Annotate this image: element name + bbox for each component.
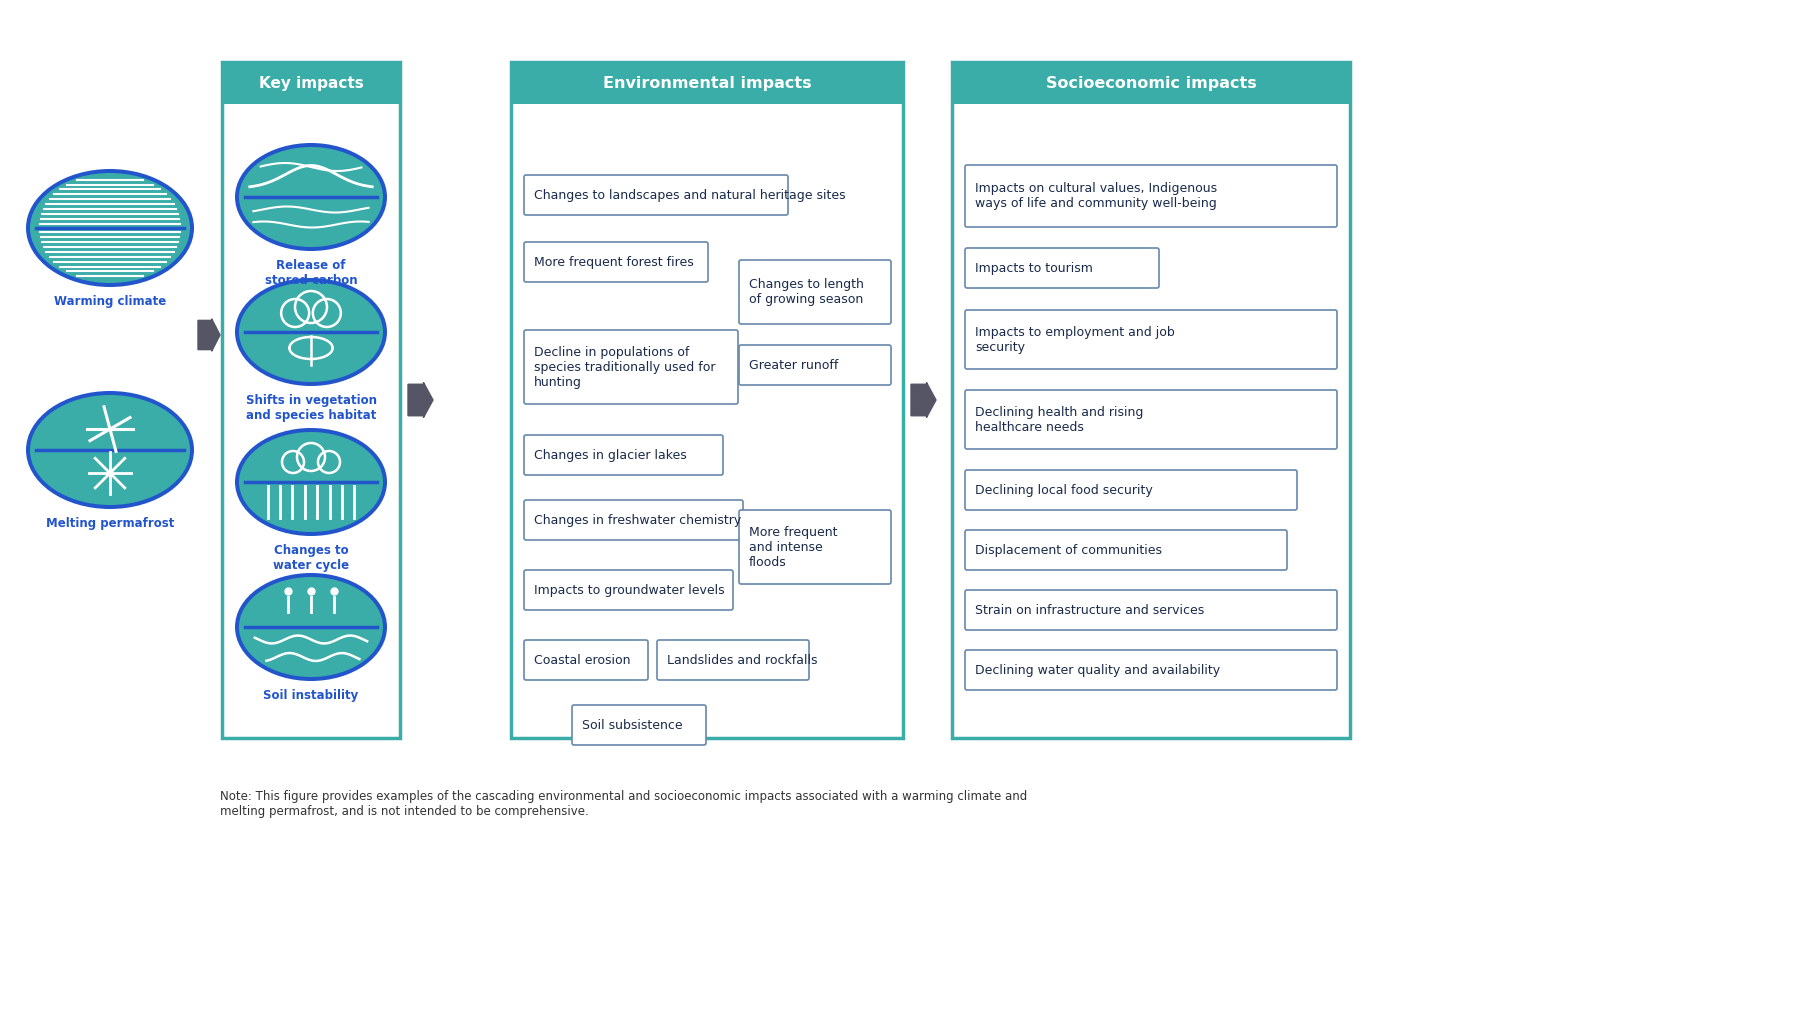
FancyBboxPatch shape (965, 530, 1287, 570)
Text: Soil instability: Soil instability (263, 689, 358, 702)
Text: Declining water quality and availability: Declining water quality and availability (976, 664, 1220, 677)
Text: Decline in populations of
species traditionally used for
hunting: Decline in populations of species tradit… (535, 345, 716, 389)
Bar (221, 62, 400, 104)
FancyBboxPatch shape (657, 640, 808, 680)
Text: Environmental impacts: Environmental impacts (603, 76, 812, 90)
FancyBboxPatch shape (965, 310, 1337, 369)
Text: Impacts to employment and job
security: Impacts to employment and job security (976, 325, 1175, 354)
Ellipse shape (239, 147, 383, 247)
Ellipse shape (236, 428, 387, 536)
FancyBboxPatch shape (740, 345, 891, 385)
FancyBboxPatch shape (524, 330, 738, 404)
Text: Changes to landscapes and natural heritage sites: Changes to landscapes and natural herita… (535, 188, 846, 202)
FancyBboxPatch shape (524, 242, 707, 282)
Bar (221, 62, 400, 738)
Text: Changes in glacier lakes: Changes in glacier lakes (535, 449, 688, 462)
Text: Strain on infrastructure and services: Strain on infrastructure and services (976, 604, 1204, 617)
Ellipse shape (25, 169, 194, 287)
FancyBboxPatch shape (965, 165, 1337, 227)
Text: More frequent
and intense
floods: More frequent and intense floods (749, 526, 837, 568)
FancyBboxPatch shape (965, 248, 1159, 288)
FancyBboxPatch shape (572, 705, 706, 745)
Text: Impacts to groundwater levels: Impacts to groundwater levels (535, 583, 725, 597)
Ellipse shape (31, 173, 191, 283)
Text: Displacement of communities: Displacement of communities (976, 544, 1163, 556)
Ellipse shape (236, 573, 387, 681)
Text: Shifts in vegetation
and species habitat: Shifts in vegetation and species habitat (245, 394, 376, 422)
Ellipse shape (239, 282, 383, 382)
Polygon shape (911, 383, 936, 417)
Ellipse shape (31, 395, 191, 505)
FancyBboxPatch shape (740, 260, 891, 324)
FancyBboxPatch shape (740, 510, 891, 585)
FancyBboxPatch shape (965, 390, 1337, 449)
Text: Changes in freshwater chemistry: Changes in freshwater chemistry (535, 514, 742, 527)
FancyBboxPatch shape (965, 590, 1337, 630)
Text: Changes to
water cycle: Changes to water cycle (274, 544, 349, 572)
Text: Release of
stored carbon: Release of stored carbon (265, 259, 358, 287)
Text: Impacts to tourism: Impacts to tourism (976, 261, 1093, 275)
FancyBboxPatch shape (524, 435, 724, 475)
Bar (952, 62, 1350, 738)
Ellipse shape (25, 391, 194, 509)
Text: Warming climate: Warming climate (54, 295, 166, 308)
Bar (511, 62, 904, 738)
FancyBboxPatch shape (524, 175, 788, 215)
Ellipse shape (239, 577, 383, 677)
Text: Impacts on cultural values, Indigenous
ways of life and community well-being: Impacts on cultural values, Indigenous w… (976, 182, 1217, 210)
Text: Declining health and rising
healthcare needs: Declining health and rising healthcare n… (976, 405, 1143, 434)
Polygon shape (409, 383, 434, 417)
Text: Soil subsistence: Soil subsistence (581, 718, 682, 731)
Ellipse shape (236, 278, 387, 386)
Text: Socioeconomic impacts: Socioeconomic impacts (1046, 76, 1256, 90)
FancyBboxPatch shape (965, 650, 1337, 690)
Text: Key impacts: Key impacts (259, 76, 364, 90)
Polygon shape (198, 319, 220, 352)
FancyBboxPatch shape (965, 470, 1298, 510)
Text: Note: This figure provides examples of the cascading environmental and socioecon: Note: This figure provides examples of t… (220, 790, 1028, 819)
Ellipse shape (236, 143, 387, 251)
Text: Declining local food security: Declining local food security (976, 483, 1152, 496)
FancyBboxPatch shape (524, 640, 648, 680)
Bar (511, 62, 904, 104)
FancyBboxPatch shape (524, 500, 743, 540)
Text: Landslides and rockfalls: Landslides and rockfalls (668, 653, 817, 667)
Text: Melting permafrost: Melting permafrost (45, 517, 175, 530)
Text: Changes to length
of growing season: Changes to length of growing season (749, 278, 864, 306)
Text: Greater runoff: Greater runoff (749, 359, 839, 372)
Text: Coastal erosion: Coastal erosion (535, 653, 630, 667)
Text: More frequent forest fires: More frequent forest fires (535, 255, 693, 268)
FancyBboxPatch shape (524, 570, 733, 610)
Ellipse shape (239, 432, 383, 532)
Bar (952, 62, 1350, 104)
